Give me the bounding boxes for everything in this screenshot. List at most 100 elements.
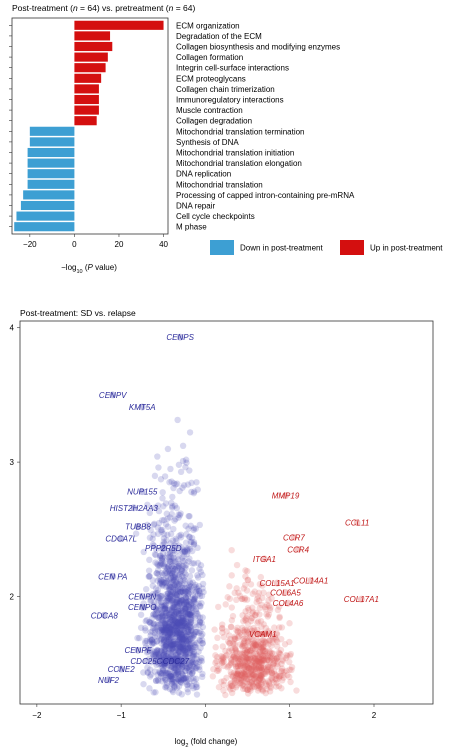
scatter-point-down: [187, 616, 195, 623]
bar: [74, 84, 99, 94]
scatter-point-up: [234, 657, 242, 664]
scatter-point-up: [265, 669, 273, 676]
scatter-point-down: [189, 651, 197, 658]
scatter-point-down: [167, 540, 174, 547]
scatter-point-down: [148, 637, 155, 644]
scatter-point-down: [156, 621, 163, 628]
scatter-point-down: [162, 601, 170, 609]
scatter-point-up: [252, 672, 259, 680]
scatter-point-down: [162, 564, 169, 571]
scatter-point-down: [157, 632, 164, 640]
scatter-point-down: [161, 570, 168, 577]
scatter-point-down: [181, 634, 189, 641]
scatter-point-up: [239, 624, 246, 632]
scatter-point-down: [183, 644, 190, 652]
scatter-point-up: [253, 636, 260, 643]
bar-category-label: Mitochondrial translation elongation: [176, 159, 302, 168]
scatter-point-down: [159, 619, 166, 626]
scatter-point-down: [172, 586, 179, 593]
scatter-point-up: [258, 676, 265, 683]
scatter-point-up: [258, 657, 265, 665]
scatter-point-down: [188, 632, 195, 639]
scatter-point-down: [183, 655, 190, 663]
scatter-points: [100, 333, 365, 699]
scatter-point-down: [177, 625, 185, 632]
scatter-point-up: [240, 617, 247, 625]
scatter-x-tick-label: 0: [203, 711, 208, 720]
scatter-point-down: [161, 473, 169, 480]
scatter-point-down: [170, 525, 177, 533]
scatter-point-down: [155, 614, 162, 622]
scatter-point-up: [244, 646, 251, 654]
scatter-point-down: [184, 653, 191, 661]
scatter-point-down: [150, 656, 157, 663]
scatter-point-down: [172, 623, 179, 630]
scatter-point-down: [171, 612, 178, 619]
scatter-point-down: [170, 655, 177, 662]
scatter-point-down: [162, 612, 169, 619]
scatter-point-down: [170, 554, 177, 561]
scatter-point-up: [257, 618, 265, 625]
scatter-point-down: [178, 567, 185, 574]
scatter-point-up: [258, 660, 265, 667]
scatter-point-up: [220, 633, 228, 641]
scatter-point-down: [167, 626, 174, 633]
scatter-point-up: [231, 589, 238, 597]
scatter-point-down: [174, 625, 181, 632]
scatter-point-down: [160, 544, 168, 552]
scatter-point-down: [176, 645, 184, 652]
scatter-point-down: [182, 653, 190, 661]
scatter-point-down: [179, 615, 187, 622]
scatter-point-down: [170, 604, 178, 611]
scatter-point-up: [270, 655, 278, 662]
scatter-point-up: [250, 672, 257, 679]
scatter-point-down: [160, 661, 168, 669]
scatter-point-down: [150, 639, 158, 647]
scatter-point-up: [247, 668, 254, 675]
scatter-point-up: [241, 635, 248, 642]
scatter-point-down: [158, 628, 166, 635]
scatter-point-down: [173, 627, 181, 634]
scatter-point-up: [211, 626, 218, 633]
scatter-point-down: [153, 570, 161, 577]
scatter-point-down: [170, 484, 177, 492]
scatter-point-up: [244, 576, 251, 584]
scatter-point-down: [175, 621, 182, 628]
scatter-point-down: [174, 671, 182, 678]
scatter-point-up: [264, 678, 272, 685]
scatter-point-labeled: [100, 611, 108, 619]
gene-label: ITGA1: [253, 555, 276, 564]
scatter-point-up: [275, 649, 283, 656]
scatter-point-up: [219, 655, 226, 662]
scatter-point-down: [168, 623, 175, 631]
scatter-point-down: [159, 651, 167, 659]
scatter-point-down: [192, 658, 199, 666]
scatter-point-down: [152, 559, 159, 566]
scatter-point-up: [263, 611, 270, 618]
scatter-point-up: [254, 652, 261, 660]
scatter-point-down: [173, 637, 181, 644]
scatter-point-down: [155, 653, 162, 660]
gene-label: CENPS: [166, 333, 194, 342]
scatter-point-down: [163, 642, 170, 650]
scatter-point-down: [182, 657, 189, 664]
scatter-point-down: [134, 634, 141, 642]
scatter-point-down: [156, 613, 163, 621]
scatter-point-down: [175, 676, 183, 683]
scatter-point-up: [251, 654, 258, 662]
gene-label: PPP2R5D: [145, 544, 182, 553]
scatter-point-down: [165, 620, 172, 628]
scatter-point-up: [276, 672, 284, 680]
scatter-point-up: [251, 683, 258, 691]
scatter-point-down: [170, 590, 178, 597]
scatter-point-up: [256, 581, 264, 588]
scatter-point-down: [163, 626, 171, 634]
scatter-point-labeled: [105, 676, 112, 684]
scatter-point-down: [158, 635, 165, 643]
scatter-point-down: [158, 619, 165, 627]
scatter-point-down: [159, 582, 166, 590]
scatter-point-down: [184, 682, 191, 689]
scatter-point-down: [164, 583, 171, 590]
scatter-point-down: [169, 597, 176, 605]
scatter-point-down: [178, 636, 186, 643]
